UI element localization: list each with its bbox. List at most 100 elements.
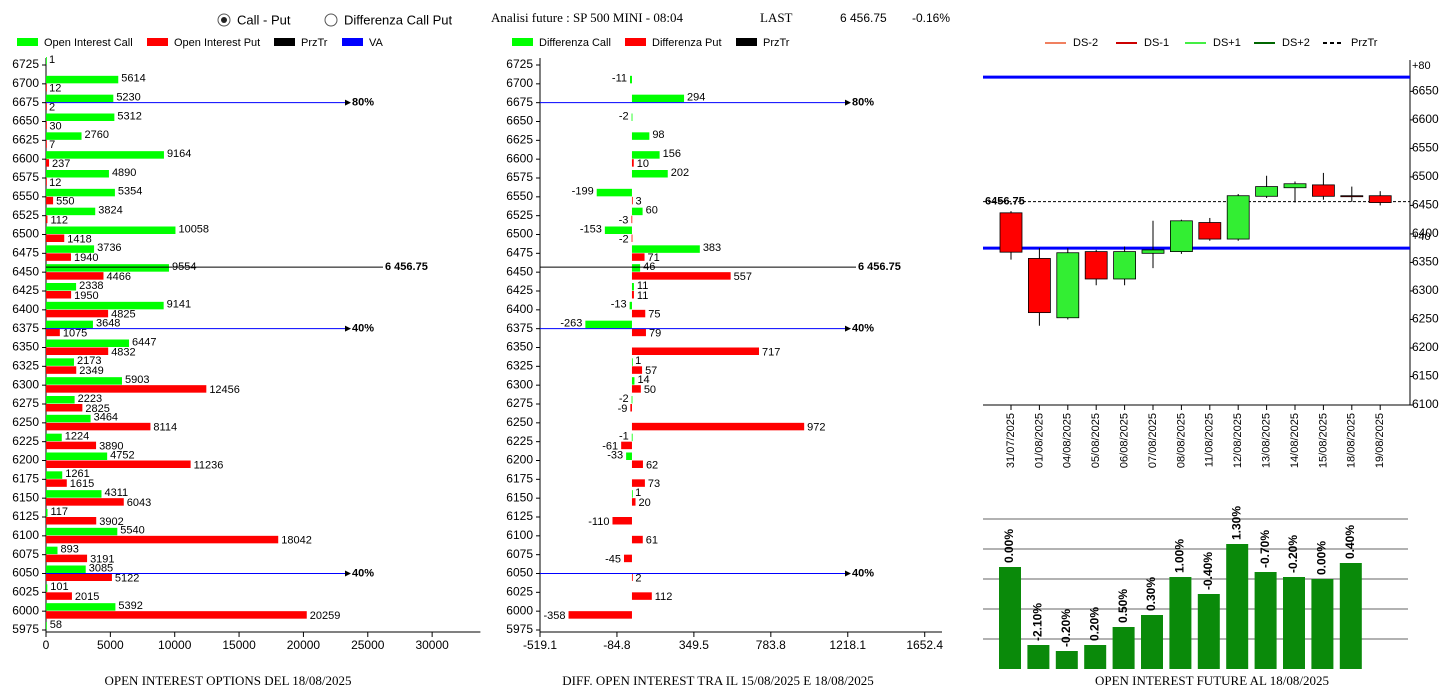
y-tick-label: 6550	[12, 189, 39, 203]
y-tick-label: 6500	[1412, 169, 1439, 183]
x-tick-label: 14/08/2025	[1289, 413, 1301, 468]
value-label: 3824	[98, 205, 122, 217]
bar	[1226, 544, 1249, 669]
bar	[631, 264, 641, 272]
bar	[46, 414, 91, 423]
bar	[46, 291, 72, 299]
value-label: 12	[49, 177, 61, 189]
candle-body	[1255, 186, 1278, 197]
candle-body	[1141, 249, 1165, 254]
y-tick-label: 6075	[506, 547, 533, 561]
x-tick-label: 10000	[158, 638, 192, 652]
value-label: 8114	[153, 422, 177, 434]
y-tick-label: 6100	[1412, 397, 1439, 411]
y-tick-label: 6025	[12, 585, 39, 599]
value-label: 1940	[74, 252, 98, 264]
bar	[46, 226, 176, 234]
radio-diff[interactable]: Differenza Call Put	[324, 12, 453, 27]
bar	[46, 554, 88, 563]
radio[interactable]	[324, 13, 338, 27]
legend-swatch	[625, 38, 646, 46]
y-tick-label: 6250	[12, 415, 39, 429]
bar	[631, 132, 650, 140]
y-tick-label: 6650	[1412, 84, 1439, 98]
bar	[631, 460, 643, 468]
candle-body	[1226, 195, 1250, 240]
level-arrow	[845, 325, 851, 332]
bar	[46, 245, 95, 253]
y-tick-label: 6175	[12, 472, 39, 486]
chart-title: OPEN INTEREST OPTIONS DEL 18/08/2025	[105, 673, 352, 688]
bar	[46, 565, 86, 573]
bar	[46, 140, 47, 148]
x-tick-label: 11/08/2025	[1204, 413, 1216, 467]
bar	[46, 490, 102, 498]
bar	[46, 215, 48, 224]
legend-label: DS-2	[1073, 37, 1098, 49]
x-tick-label: 30000	[415, 638, 449, 652]
y-tick-label: 6025	[506, 585, 533, 599]
legend-label: PrzTr	[1351, 37, 1378, 49]
bar	[46, 422, 151, 431]
bar	[46, 498, 124, 506]
value-label: -61	[602, 441, 618, 453]
bar	[46, 535, 279, 544]
bar	[46, 603, 116, 611]
value-label: 112	[50, 215, 68, 227]
x-tick-label: 31/07/2025	[1005, 413, 1017, 468]
level-label: 6 456.75	[858, 261, 901, 273]
value-label: 60	[646, 205, 658, 217]
bar-label: -0.20%	[1286, 535, 1300, 573]
bar	[630, 404, 632, 412]
value-label: 14	[637, 374, 649, 386]
y-tick-label: 6350	[12, 340, 39, 354]
legend-label: VA	[369, 37, 384, 49]
value-label: 4311	[104, 487, 128, 499]
value-label: 9164	[167, 148, 191, 160]
bar	[1141, 615, 1163, 669]
y-tick-label: 6725	[506, 57, 533, 71]
legend-label: PrzTr	[301, 37, 328, 49]
y-tick-label: 6300	[506, 377, 533, 391]
value-label: 58	[50, 619, 62, 631]
bar	[631, 309, 646, 318]
legend-label: Open Interest Call	[44, 37, 133, 49]
candle-body	[1340, 195, 1364, 198]
bar	[1112, 627, 1135, 669]
y-tick-label: 6500	[506, 227, 533, 241]
x-tick-label: 349.5	[679, 638, 709, 652]
value-label: 3648	[96, 318, 120, 330]
level-arrow	[845, 570, 851, 577]
y-tick-label: 6650	[12, 114, 39, 128]
bar	[585, 320, 632, 329]
bar	[612, 517, 632, 525]
bar	[631, 396, 633, 404]
bar	[46, 527, 118, 536]
bar-label: 0.50%	[1116, 589, 1130, 623]
level-label: 80%	[352, 97, 374, 109]
y-tick-label: 6275	[506, 396, 533, 410]
x-tick-label: 12/08/2025	[1232, 413, 1244, 468]
last-label: LAST	[760, 10, 793, 25]
legend-label: Differenza Call	[539, 37, 611, 49]
y-tick-label: 6625	[506, 133, 533, 147]
value-label: 1261	[65, 468, 89, 480]
value-label: 12	[49, 83, 61, 95]
bar	[46, 433, 62, 442]
value-label: -11	[612, 73, 627, 85]
bar	[1283, 577, 1305, 669]
bar	[1027, 645, 1050, 669]
y-tick-label: 6600	[12, 151, 39, 165]
y-tick-label: 6300	[1412, 283, 1439, 297]
y-tick-label: 6575	[12, 170, 39, 184]
bar	[631, 113, 633, 121]
value-label: -9	[618, 403, 628, 415]
radio-call-put[interactable]: Call - Put	[217, 12, 291, 27]
y-tick-label: 6400	[1412, 226, 1439, 240]
bar-label: -0.20%	[1059, 609, 1073, 647]
y-tick-label: 6125	[506, 509, 533, 523]
value-label: -33	[607, 449, 623, 461]
level-arrow	[845, 99, 851, 106]
bar	[1169, 577, 1192, 669]
bar	[631, 94, 685, 103]
